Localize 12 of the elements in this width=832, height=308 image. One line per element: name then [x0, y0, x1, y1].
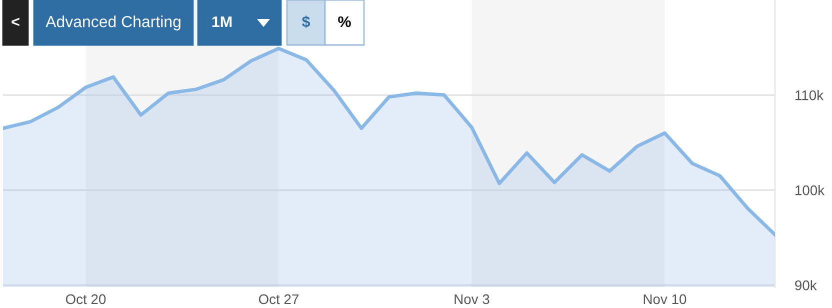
- annotation: 1M: [212, 16, 232, 27]
- annotation: $: [302, 16, 310, 28]
- y-tick-label: 110k: [796, 90, 824, 100]
- y-tick-label: 100k: [796, 185, 825, 196]
- x-tick-label: Oct 20: [66, 294, 106, 304]
- annotation: Advanced Charting: [46, 16, 180, 30]
- x-tick-label: Nov 3: [454, 294, 490, 304]
- y-tick-label: 90k: [795, 280, 817, 290]
- annotation: <: [12, 18, 20, 26]
- x-tick-label: Nov 10: [644, 294, 686, 304]
- x-tick-label: Oct 27: [258, 294, 298, 304]
- annotation: %: [338, 16, 351, 28]
